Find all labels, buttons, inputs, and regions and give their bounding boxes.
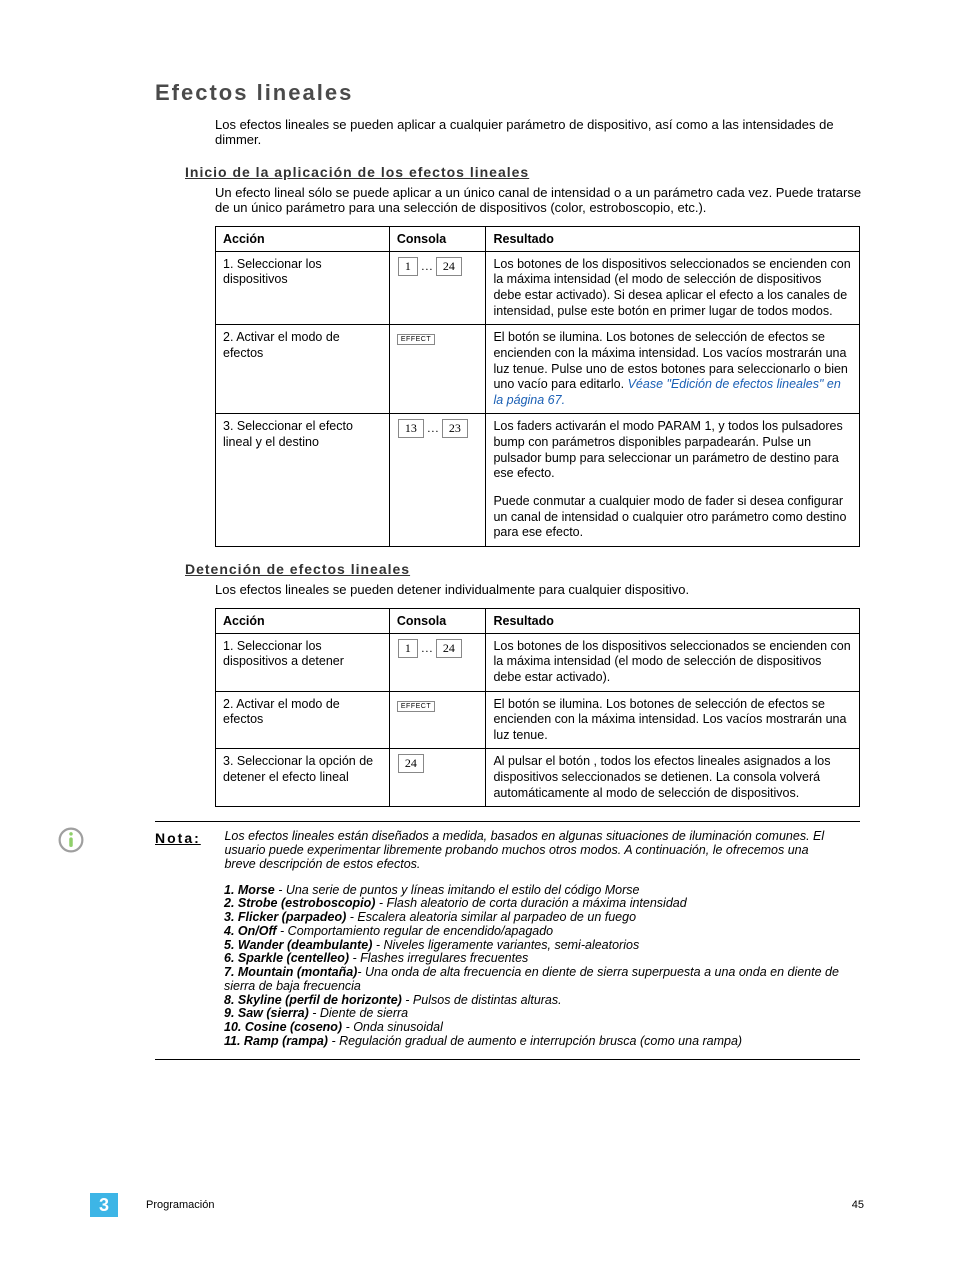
effect-desc: - Pulsos de distintas alturas. [402,993,562,1007]
cell-accion: 3. Seleccionar el efecto lineal y el des… [223,419,382,450]
key-button: 1 [398,639,418,658]
table-row: 3. Seleccionar la opción de detener el e… [216,749,860,807]
table-stop-effects: Acción Consola Resultado 1. Seleccionar … [215,608,860,808]
chapter-badge: 3 [90,1193,118,1217]
page-footer: 3 Programación 45 [90,1193,864,1217]
effect-desc: - Escalera aleatoria similar al parpadeo… [346,910,636,924]
key-button: 1 [398,257,418,276]
note-effects-list: 1. Morse - Una serie de puntos y líneas … [224,884,860,1049]
effect-name: 9. Saw (sierra) [224,1006,309,1020]
cell-consola: EFFECT [389,691,486,749]
th-accion: Acción [216,608,390,633]
effect-item: 1. Morse - Una serie de puntos y líneas … [224,884,860,898]
cell-accion: 2. Activar el modo de efectos [223,697,382,728]
effect-name: 5. Wander (deambulante) [224,938,372,952]
footer-section: Programación [146,1199,214,1211]
footer-page-number: 45 [852,1199,864,1211]
section1-heading: Inicio de la aplicación de los efectos l… [185,164,864,180]
table-start-effects: Acción Consola Resultado 1. Seleccionar … [215,226,860,547]
cell-resultado: Los botones de los dispositivos seleccio… [493,639,852,686]
table-row: 1. Seleccionar los dispositivos 1…24 Los… [216,251,860,325]
effect-item: 5. Wander (deambulante) - Niveles ligera… [224,939,860,953]
key-button: 24 [398,754,424,773]
th-consola: Consola [389,226,486,251]
effect-desc: - Comportamiento regular de encendido/ap… [277,924,554,938]
th-accion: Acción [216,226,390,251]
effect-item: 10. Cosine (coseno) - Onda sinusoidal [224,1021,860,1035]
effect-name: 6. Sparkle (centelleo) [224,951,349,965]
cell-accion: 2. Activar el modo de efectos [223,330,382,361]
result-para2: Puede conmutar a cualquier modo de fader… [493,494,852,541]
cell-resultado: El botón se ilumina. Los botones de sele… [493,330,852,408]
ellipsis-icon: … [425,421,441,435]
effect-item: 2. Strobe (estroboscopio) - Flash aleato… [224,897,860,911]
th-resultado: Resultado [486,226,860,251]
key-button: EFFECT [397,334,435,345]
intro-text: Los efectos lineales se pueden aplicar a… [215,118,864,148]
cell-resultado: El botón se ilumina. Los botones de sele… [493,697,852,744]
note-block: Nota: Los efectos lineales están diseñad… [155,821,860,1059]
table-row: 2. Activar el modo de efectos EFFECT El … [216,325,860,414]
section1-intro: Un efecto lineal sólo se puede aplicar a… [215,186,864,216]
effect-desc: - Flashes irregulares frecuentes [349,951,528,965]
effect-item: 6. Sparkle (centelleo) - Flashes irregul… [224,952,860,966]
cell-consola: EFFECT [389,325,486,414]
section2-heading: Detención de efectos lineales [185,561,864,577]
effect-item: 9. Saw (sierra) - Diente de sierra [224,1007,860,1021]
effect-name: 4. On/Off [224,924,277,938]
cell-resultado: Los botones de los dispositivos seleccio… [493,257,852,320]
effect-desc: - Una serie de puntos y líneas imitando … [275,883,640,897]
cell-accion: 3. Seleccionar la opción de detener el e… [223,754,382,785]
effect-name: 2. Strobe (estroboscopio) [224,896,375,910]
th-consola: Consola [389,608,486,633]
result-para1: Los faders activarán el modo PARAM 1, y … [493,419,852,482]
note-label: Nota: [155,830,215,846]
key-button: 13 [398,419,424,438]
key-button: EFFECT [397,701,435,712]
note-intro: Los efectos lineales están diseñados a m… [224,830,824,871]
th-resultado: Resultado [486,608,860,633]
cell-consola: 1…24 [389,633,486,691]
effect-name: 8. Skyline (perfil de horizonte) [224,993,402,1007]
info-icon [57,826,85,854]
effect-desc: - Niveles ligeramente variantes, semi-al… [372,938,639,952]
effect-desc: - Regulación gradual de aumento e interr… [328,1034,742,1048]
page-title: Efectos lineales [155,80,864,106]
table-row: 1. Seleccionar los dispositivos a detene… [216,633,860,691]
ellipsis-icon: … [419,259,435,273]
effect-item: 4. On/Off - Comportamiento regular de en… [224,925,860,939]
effect-name: 3. Flicker (parpadeo) [224,910,346,924]
cell-consola: 13…23 [389,414,486,546]
key-button: 24 [436,257,462,276]
cell-resultado: Los faders activarán el modo PARAM 1, y … [486,414,860,546]
table-row: 2. Activar el modo de efectos EFFECT El … [216,691,860,749]
effect-desc: - Onda sinusoidal [342,1020,443,1034]
cell-accion: 1. Seleccionar los dispositivos a detene… [223,639,382,670]
cell-resultado: Al pulsar el botón , todos los efectos l… [493,754,852,801]
effect-item: 8. Skyline (perfil de horizonte) - Pulso… [224,994,860,1008]
section2-intro: Los efectos lineales se pueden detener i… [215,583,864,598]
cell-consola: 1…24 [389,251,486,325]
effect-item: 11. Ramp (rampa) - Regulación gradual de… [224,1035,860,1049]
effect-desc: - Diente de sierra [309,1006,408,1020]
effect-item: 7. Mountain (montaña)- Una onda de alta … [224,966,860,994]
effect-name: 10. Cosine (coseno) [224,1020,342,1034]
cell-accion: 1. Seleccionar los dispositivos [223,257,382,288]
key-button: 23 [442,419,468,438]
table-row: 3. Seleccionar el efecto lineal y el des… [216,414,860,546]
effect-name: 1. Morse [224,883,275,897]
effect-item: 3. Flicker (parpadeo) - Escalera aleator… [224,911,860,925]
ellipsis-icon: … [419,641,435,655]
cell-consola: 24 [389,749,486,807]
effect-desc: - Flash aleatorio de corta duración a má… [375,896,686,910]
effect-name: 7. Mountain (montaña) [224,965,357,979]
key-button: 24 [436,639,462,658]
effect-name: 11. Ramp (rampa) [224,1034,328,1048]
